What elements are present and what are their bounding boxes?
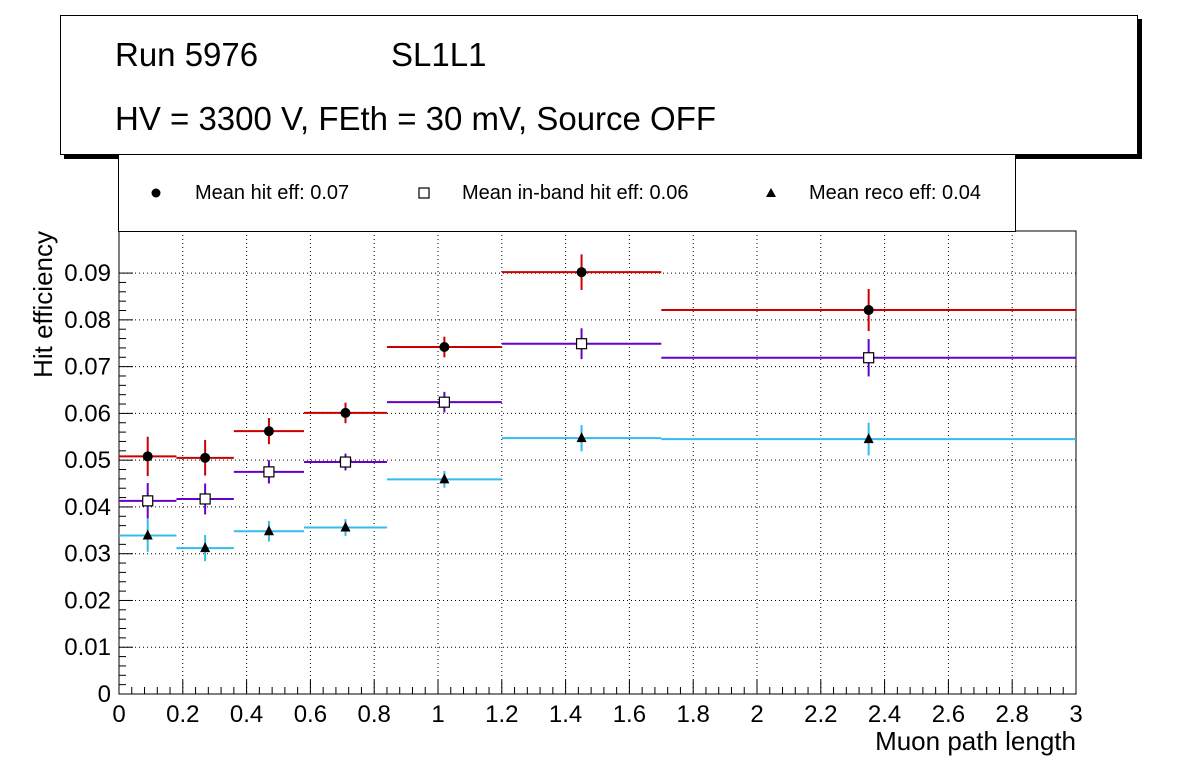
y-tick-label: 0.04	[64, 494, 111, 521]
series-2-point	[863, 433, 874, 444]
series-2-point	[142, 529, 153, 540]
series-0-point	[576, 267, 587, 278]
legend-inband-label: Mean in-band hit eff: 0.06	[462, 182, 689, 204]
x-tick-label: 2.8	[996, 701, 1029, 728]
legend-hit-marker-icon	[151, 188, 161, 198]
y-tick-label: 0.08	[64, 307, 111, 334]
y-tick-label: 0.06	[64, 400, 111, 427]
x-tick-label: 1.2	[485, 701, 518, 728]
conditions-label: HV = 3300 V, FEth = 30 mV, Source OFF	[115, 100, 717, 137]
series-1-point	[438, 396, 450, 408]
legend-inband-marker-icon	[418, 187, 430, 199]
x-tick-label: 1.6	[613, 701, 646, 728]
x-tick-label: 2.4	[868, 701, 901, 728]
x-tick-label: 0.8	[358, 701, 391, 728]
series-1-point	[575, 338, 588, 350]
x-tick-label: 3	[1069, 701, 1082, 728]
series-2-point	[340, 521, 351, 532]
y-tick-label: 0.02	[64, 587, 111, 614]
series-2-point	[263, 525, 274, 536]
y-tick-label: 0	[98, 681, 111, 708]
x-tick-label: 1	[431, 701, 444, 728]
title-box: Run 5976 SL1L1 HV = 3300 V, FEth = 30 mV…	[60, 15, 1138, 155]
series-0-point	[263, 426, 274, 437]
x-tick-label: 1.8	[677, 701, 710, 728]
layer-label: SL1L1	[391, 36, 487, 73]
series-2-point	[439, 473, 450, 484]
legend-reco-marker-icon	[766, 188, 776, 197]
series-0-point	[142, 451, 153, 462]
x-tick-label: 2.2	[804, 701, 837, 728]
series-2-point	[576, 432, 587, 443]
series-1-point	[339, 456, 352, 468]
legend-reco-label: Mean reco eff: 0.04	[809, 182, 981, 204]
legend: Mean hit eff: 0.07 Mean in-band hit eff:…	[118, 155, 1016, 232]
series-1-point	[142, 495, 154, 507]
x-tick-label: 2.6	[932, 701, 965, 728]
x-tick-label: 0.6	[294, 701, 327, 728]
run-label: Run 5976	[115, 36, 259, 73]
x-tick-label: 2	[750, 701, 763, 728]
series-1-point	[863, 352, 875, 364]
plot-frame	[118, 230, 1077, 695]
x-tick-label: 0.4	[230, 701, 263, 728]
y-tick-label: 0.09	[64, 260, 111, 287]
series-2-point	[200, 542, 211, 553]
x-tick-label: 0.2	[166, 701, 199, 728]
series-1-point	[199, 493, 211, 505]
x-tick-label: 0	[112, 701, 125, 728]
series-0-point	[340, 407, 351, 418]
x-axis-title: Muon path length	[875, 726, 1076, 756]
y-axis-title: Hit efficiency	[28, 231, 58, 378]
y-tick-label: 0.03	[64, 541, 111, 568]
y-tick-label: 0.01	[64, 634, 111, 661]
series-0-point	[863, 305, 874, 316]
series-1-point	[263, 466, 275, 478]
y-tick-label: 0.05	[64, 447, 111, 474]
series-0-point	[439, 341, 450, 352]
x-tick-label: 1.4	[549, 701, 582, 728]
legend-hit-label: Mean hit eff: 0.07	[195, 182, 350, 204]
y-tick-label: 0.07	[64, 354, 111, 381]
series-0-point	[200, 452, 211, 463]
